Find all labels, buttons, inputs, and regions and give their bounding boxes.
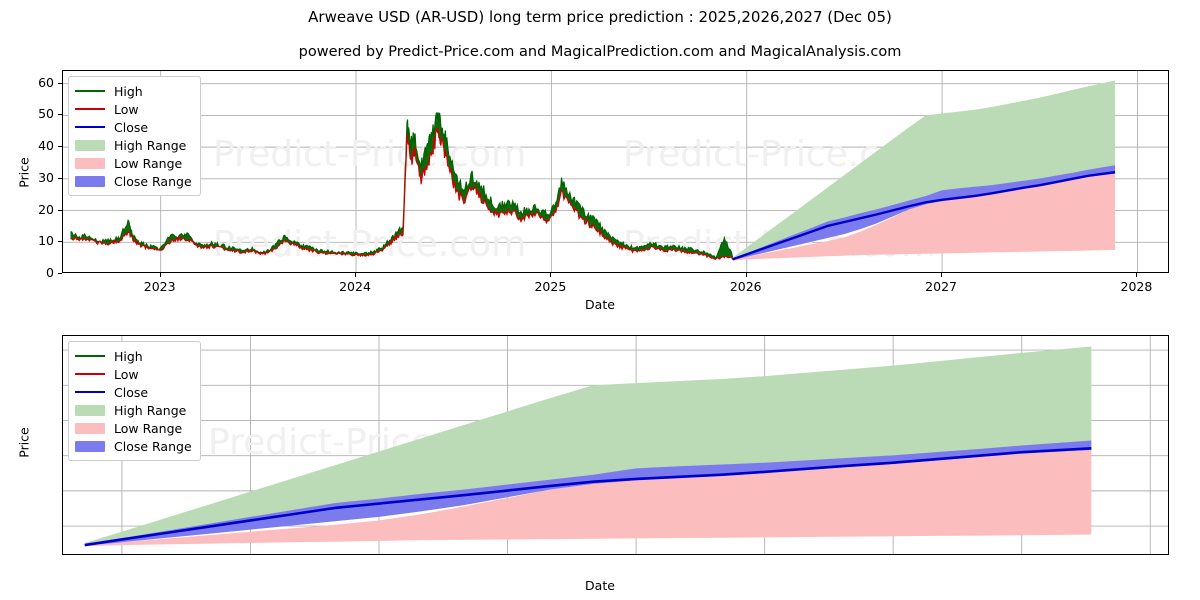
close-swatch-icon xyxy=(75,121,105,133)
top-chart-legend: High Low Close High Range Low Range Close Ran… xyxy=(68,76,201,196)
legend-item-label: Close Range xyxy=(114,173,192,189)
legend-item-low-range[interactable]: Low Range xyxy=(75,419,192,437)
legend-item-label: Low Range xyxy=(114,420,183,436)
x-tick-label: 2028 xyxy=(1120,279,1153,294)
x-tick-mark xyxy=(941,273,943,277)
close-range-swatch-icon xyxy=(75,440,105,452)
y-tick-mark xyxy=(58,146,62,148)
y-tick-mark xyxy=(58,209,62,211)
legend-item-label: High Range xyxy=(114,137,187,153)
low-swatch-icon xyxy=(75,103,105,115)
legend-item-label: High xyxy=(114,348,143,364)
legend-item-high[interactable]: High xyxy=(75,82,192,100)
y-tick-label: 10 xyxy=(38,233,54,249)
y-tick-mark xyxy=(58,114,62,116)
legend-item-label: Close xyxy=(114,119,149,135)
x-tick-mark xyxy=(355,273,357,277)
legend-item-label: High xyxy=(114,83,143,99)
x-tick-mark xyxy=(1136,273,1138,277)
bottom-chart-xlabel: Date xyxy=(585,578,615,593)
y-tick-label: 20 xyxy=(38,201,54,217)
y-tick-mark xyxy=(58,273,62,274)
y-tick-label: 30 xyxy=(38,169,54,185)
legend-item-low[interactable]: Low xyxy=(75,100,192,118)
svg-text:Predict-Price.com: Predict-Price.com xyxy=(213,224,526,265)
top-chart-svg: Predict-Price.com Predict-Price.comPredic… xyxy=(63,71,1168,272)
legend-item-label: Close xyxy=(114,384,149,400)
x-tick-label: 2026 xyxy=(729,279,762,294)
close-swatch-icon xyxy=(75,386,105,398)
legend-item-close[interactable]: Close xyxy=(75,118,192,136)
x-tick-label: 2023 xyxy=(143,279,176,294)
bottom-chart-ylabel: Price xyxy=(16,427,32,458)
high-swatch-icon xyxy=(75,85,105,97)
y-tick-label: 0 xyxy=(46,265,54,280)
top-chart-panel: Price Predict-Price.com Predict-Price.com… xyxy=(17,70,1169,312)
y-tick-mark xyxy=(58,241,62,243)
legend-item-label: Low xyxy=(114,366,139,382)
svg-text:Predict-Price.com: Predict-Price.com xyxy=(213,134,526,175)
legend-item-high-range[interactable]: High Range xyxy=(75,136,192,154)
page-subtitle: powered by Predict-Price.com and Magical… xyxy=(298,44,902,60)
x-tick-mark xyxy=(159,273,161,277)
x-tick-label: 2025 xyxy=(534,279,567,294)
bottom-chart-legend: High Low Close High Range Low Range Close Ran… xyxy=(68,341,201,461)
top-chart-xlabel: Date xyxy=(585,297,615,312)
legend-item-low-range[interactable]: Low Range xyxy=(75,154,192,172)
legend-item-label: Low Range xyxy=(114,155,183,171)
high-range-swatch-icon xyxy=(75,139,105,151)
bottom-chart-panel: Price Predict-Price.comPredict-Price.com… xyxy=(0,320,1200,600)
legend-item-label: Low xyxy=(114,101,139,117)
low-range-swatch-icon xyxy=(75,157,105,169)
y-tick-mark xyxy=(58,82,62,84)
legend-item-low[interactable]: Low xyxy=(75,365,192,383)
legend-item-close-range[interactable]: Close Range xyxy=(75,172,192,190)
legend-item-label: Close Range xyxy=(114,438,192,454)
x-tick-mark xyxy=(745,273,747,277)
low-range-swatch-icon xyxy=(75,422,105,434)
low-swatch-icon xyxy=(75,368,105,380)
close-range-swatch-icon xyxy=(75,175,105,187)
page-title: Arweave USD (AR-USD) long term price pre… xyxy=(308,8,892,26)
x-tick-label: 2027 xyxy=(925,279,957,294)
x-tick-mark xyxy=(550,273,552,277)
high-swatch-icon xyxy=(75,350,105,362)
legend-item-close[interactable]: Close xyxy=(75,383,192,401)
y-tick-label: 40 xyxy=(38,138,54,154)
y-tick-mark xyxy=(58,177,62,179)
high-range-swatch-icon xyxy=(75,404,105,416)
legend-item-high[interactable]: High xyxy=(75,347,192,365)
legend-item-high-range[interactable]: High Range xyxy=(75,401,192,419)
y-tick-label: 50 xyxy=(38,106,54,122)
y-tick-label: 60 xyxy=(38,74,54,90)
x-tick-label: 2024 xyxy=(339,279,371,294)
legend-item-label: High Range xyxy=(114,402,187,418)
legend-item-close-range[interactable]: Close Range xyxy=(75,437,192,455)
top-chart-plot-area: Predict-Price.com Predict-Price.com Predic… xyxy=(62,70,1169,273)
